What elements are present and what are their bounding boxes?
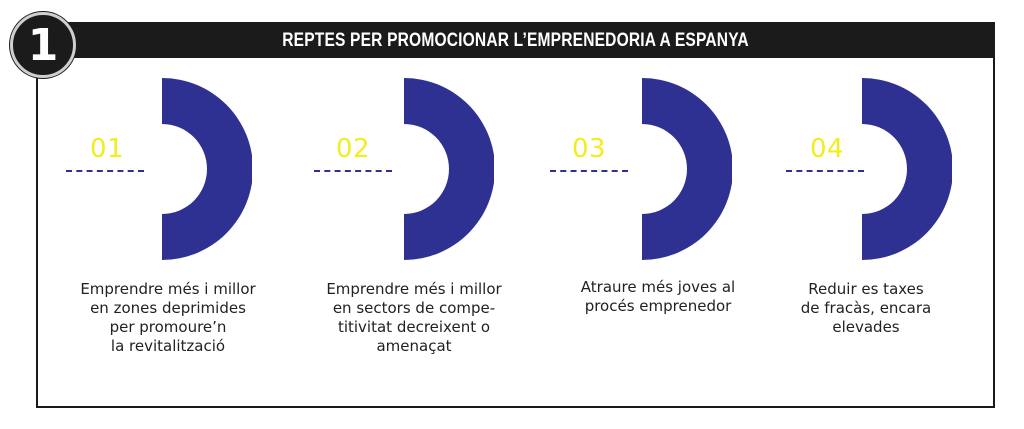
dashed-divider [314, 170, 392, 172]
half-ring-shape [862, 78, 952, 260]
half-ring-shape [404, 78, 494, 260]
step-4: 04 Reduir es taxes de fracàs, encara ele… [774, 78, 1014, 378]
title-bar: REPTES PER PROMOCIONAR L’EMPRENEDORIA A … [36, 22, 995, 58]
half-ring-shape [162, 78, 252, 260]
step-2: 02 Emprendre més i millor en sectors de … [300, 78, 540, 378]
dashed-divider [786, 170, 864, 172]
step-number: 01 [90, 134, 125, 164]
step-description: Emprendre més i millor en sectors de com… [326, 280, 502, 355]
step-badge: 1 [10, 12, 76, 78]
dashed-divider [550, 170, 628, 172]
step-description: Emprendre més i millor en zones deprimid… [80, 280, 256, 355]
step-3: 03 Atraure més joves al procés emprenedo… [536, 78, 776, 378]
badge-number: 1 [27, 20, 59, 71]
step-number: 02 [336, 134, 371, 164]
step-number: 04 [810, 134, 845, 164]
dashed-divider [66, 170, 144, 172]
step-description: Reduir es taxes de fracàs, encara elevad… [800, 280, 932, 336]
half-ring-shape [642, 78, 732, 260]
step-number: 03 [572, 134, 607, 164]
step-1: 01 Emprendre més i millor en zones depri… [52, 78, 292, 378]
step-description: Atraure més joves al procés emprenedor [580, 278, 736, 315]
page-title: REPTES PER PROMOCIONAR L’EMPRENEDORIA A … [282, 30, 749, 51]
